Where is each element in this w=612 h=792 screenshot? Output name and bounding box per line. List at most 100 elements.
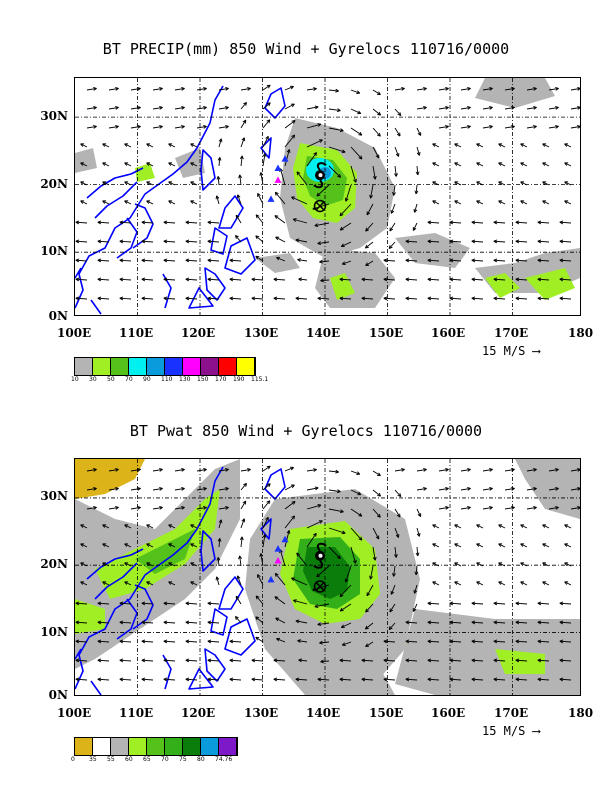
wind-vector [119,278,132,281]
wind-arrowhead [454,162,459,166]
wind-arrowhead [295,619,300,624]
wind-vector [295,678,308,681]
wind-vector [240,155,243,167]
x-tick-label: 150E [369,706,404,720]
wind-vector [405,621,418,624]
wind-arrowhead [542,562,547,566]
wind-arrowhead [577,467,580,472]
wind-arrowhead [383,277,388,282]
wind-vector [284,86,294,91]
track-triangle [281,535,289,543]
wind-vector [298,278,308,281]
wind-arrowhead [365,608,370,613]
wind-vector [476,524,484,529]
wind-vector [97,640,110,643]
panel2-map-svg [75,459,580,695]
wind-vector [218,519,222,529]
wind-arrowhead [163,677,168,682]
wind-vector [306,487,319,491]
wind-vector [130,468,141,472]
wind-arrowhead [537,258,542,263]
wind-arrowhead [290,466,294,471]
wind-arrowhead [471,677,476,682]
wind-vector [350,470,360,475]
wind-arrowhead [241,518,246,523]
wind-vector [564,200,572,205]
wind-vector [102,524,110,529]
wind-arrowhead [555,124,559,129]
wind-arrowhead [388,626,393,630]
wind-arrowhead [124,543,129,547]
wind-vector [471,659,484,662]
wind-arrowhead [119,277,124,282]
wind-arrowhead [124,162,129,166]
wind-vector [515,621,528,624]
wind-vector [498,581,506,586]
wind-arrowhead [181,105,185,110]
wind-arrowhead [185,601,190,606]
wind-vector [185,240,198,243]
wind-arrowhead [432,143,437,147]
wind-arrowhead [337,173,342,178]
wind-arrowhead [207,601,212,606]
wind-arrowhead [577,486,580,491]
wind-vector [306,88,317,91]
wind-arrowhead [141,296,146,301]
wind-arrowhead [467,124,471,129]
wind-vector [235,595,242,605]
wind-vector [284,134,296,148]
wind-arrowhead [235,214,240,219]
wind-vector [317,622,330,625]
wind-vector [196,106,207,110]
wind-vector [542,162,550,167]
wind-vector [262,119,271,129]
wind-arrowhead [559,220,564,225]
legend-swatch [201,738,219,755]
wind-arrowhead [286,530,291,534]
wind-vector [520,162,528,167]
wind-vector [185,659,198,662]
wind-vector [284,515,295,529]
wind-vector [97,659,110,662]
wind-vector [97,602,110,605]
wind-vector [314,603,330,608]
wind-arrowhead [266,483,271,488]
wind-vector [152,87,163,91]
wind-arrowhead [498,200,503,204]
shaded-field [395,233,470,268]
wind-vector [163,240,176,243]
gyre-location-marker [313,199,327,213]
wind-arrowhead [375,154,380,159]
wind-vector [255,214,264,224]
wind-arrowhead [190,562,195,566]
wind-vector [207,659,220,662]
wind-arrowhead [476,181,481,185]
wind-arrowhead [115,124,119,129]
wind-vector [432,562,440,567]
wind-vector [504,106,515,110]
wind-vector [260,172,264,186]
wind-arrowhead [242,119,247,124]
wind-arrowhead [146,581,151,585]
wind-arrowhead [314,486,319,491]
wind-vector [319,641,330,644]
wind-vector [255,235,264,243]
wind-arrowhead [392,192,396,196]
wind-vector [229,259,242,262]
wind-vector [320,279,330,282]
wind-arrowhead [559,601,564,606]
coastline [218,195,244,229]
wind-vector [498,543,506,548]
wind-arrowhead [489,105,493,110]
wind-arrowhead [476,143,481,147]
wind-vector [427,640,440,643]
wind-vector [476,562,484,567]
wind-vector [350,146,363,160]
wind-vector [416,106,427,110]
wind-vector [185,297,198,300]
wind-arrowhead [181,86,185,91]
wind-arrowhead [251,677,256,682]
wind-arrowhead [559,677,564,682]
wind-vector [471,678,484,681]
wind-vector [350,508,363,517]
